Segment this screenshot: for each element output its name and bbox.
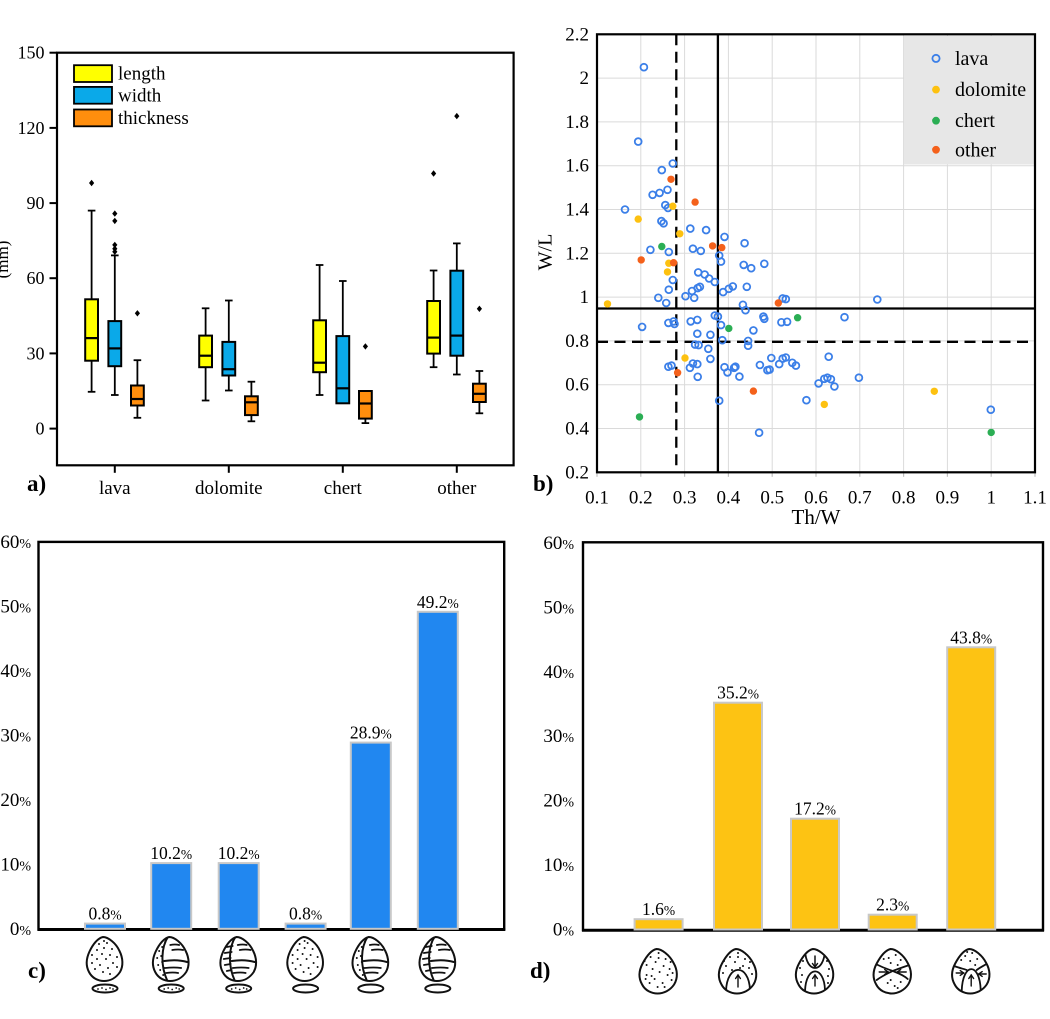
svg-text:30: 30 — [27, 343, 45, 363]
svg-text:0.8: 0.8 — [565, 331, 589, 352]
svg-text:17.2%: 17.2% — [794, 799, 836, 819]
svg-text:length: length — [118, 64, 166, 85]
svg-text:1.1: 1.1 — [1023, 488, 1047, 509]
svg-text:0.6: 0.6 — [804, 488, 828, 509]
svg-text:0.7: 0.7 — [848, 488, 872, 509]
svg-text:0.4: 0.4 — [717, 488, 741, 509]
svg-text:0.4: 0.4 — [565, 419, 589, 440]
svg-text:50%: 50% — [543, 597, 574, 618]
svg-text:c): c) — [28, 958, 46, 983]
svg-text:0.2: 0.2 — [565, 462, 589, 483]
svg-text:60: 60 — [27, 268, 45, 288]
svg-text:0.3: 0.3 — [673, 488, 697, 509]
svg-text:1.4: 1.4 — [565, 200, 589, 221]
svg-text:0.1: 0.1 — [585, 488, 609, 509]
svg-text:width: width — [118, 85, 162, 106]
svg-text:a): a) — [27, 471, 46, 496]
svg-text:W/L: W/L — [535, 234, 557, 271]
svg-text:1.6: 1.6 — [565, 156, 589, 177]
svg-text:other: other — [955, 139, 996, 161]
svg-text:10%: 10% — [0, 854, 31, 875]
svg-text:1.2: 1.2 — [565, 243, 589, 264]
svg-text:Th/W: Th/W — [792, 505, 841, 529]
svg-text:2: 2 — [580, 68, 590, 89]
svg-text:lava: lava — [99, 478, 131, 499]
svg-text:0: 0 — [36, 419, 45, 439]
svg-text:chert: chert — [955, 110, 995, 132]
svg-text:lava: lava — [955, 48, 988, 70]
svg-text:0.8%: 0.8% — [88, 904, 121, 924]
svg-text:40%: 40% — [543, 662, 574, 683]
svg-text:0.2: 0.2 — [629, 488, 653, 509]
svg-text:1: 1 — [986, 488, 996, 509]
svg-text:1: 1 — [580, 287, 590, 308]
svg-text:150: 150 — [18, 43, 45, 63]
svg-text:49.2%: 49.2% — [417, 592, 459, 612]
svg-text:2.2: 2.2 — [565, 24, 589, 45]
svg-text:20%: 20% — [543, 791, 574, 812]
svg-text:0.8%: 0.8% — [289, 904, 322, 924]
svg-text:10.2%: 10.2% — [218, 843, 260, 863]
svg-text:60%: 60% — [543, 533, 574, 554]
svg-text:chert: chert — [324, 478, 363, 499]
svg-text:thickness: thickness — [118, 108, 189, 129]
svg-text:0.6: 0.6 — [565, 375, 589, 396]
svg-text:0.5: 0.5 — [760, 488, 784, 509]
svg-text:20%: 20% — [0, 790, 31, 811]
svg-text:d): d) — [530, 958, 550, 983]
svg-text:2.3%: 2.3% — [876, 895, 909, 915]
svg-text:10%: 10% — [543, 855, 574, 876]
svg-text:1.8: 1.8 — [565, 112, 589, 133]
svg-text:50%: 50% — [0, 597, 31, 618]
svg-text:10.2%: 10.2% — [150, 843, 192, 863]
svg-text:other: other — [437, 478, 477, 499]
svg-text:120: 120 — [18, 118, 45, 138]
svg-text:35.2%: 35.2% — [717, 683, 759, 703]
svg-text:40%: 40% — [0, 661, 31, 682]
svg-text:(mm): (mm) — [0, 241, 12, 279]
svg-text:0.9: 0.9 — [936, 488, 960, 509]
svg-text:30%: 30% — [543, 726, 574, 747]
svg-text:0%: 0% — [10, 919, 32, 940]
svg-text:28.9%: 28.9% — [350, 723, 392, 743]
svg-text:0%: 0% — [553, 920, 575, 941]
svg-text:90: 90 — [27, 193, 45, 213]
svg-text:dolomite: dolomite — [195, 478, 263, 499]
svg-text:b): b) — [533, 471, 553, 496]
svg-text:0.8: 0.8 — [892, 488, 916, 509]
svg-text:43.8%: 43.8% — [950, 627, 992, 647]
svg-text:60%: 60% — [0, 532, 31, 553]
svg-text:30%: 30% — [0, 726, 31, 747]
svg-text:dolomite: dolomite — [955, 79, 1026, 101]
svg-text:1.6%: 1.6% — [642, 899, 675, 919]
